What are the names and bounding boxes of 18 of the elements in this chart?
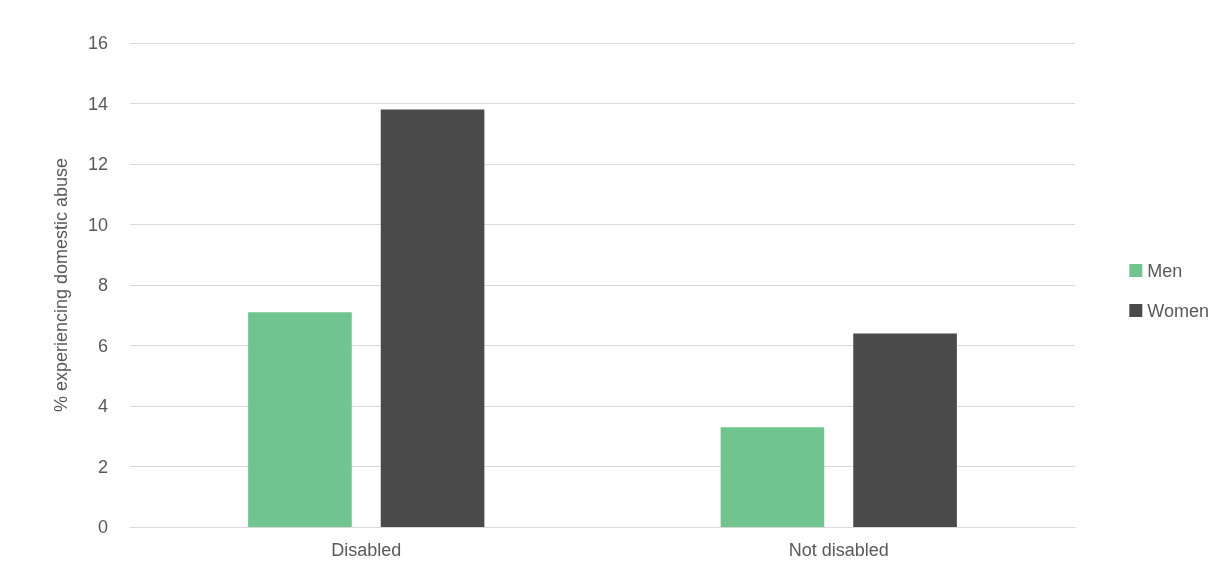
y-tick-label: 10 xyxy=(87,214,108,235)
y-tick-label: 8 xyxy=(97,275,108,295)
bar xyxy=(853,333,957,527)
y-tick-label: 0 xyxy=(97,517,108,537)
y-tick-label: 6 xyxy=(97,335,108,356)
y-tick-label: 16 xyxy=(87,33,108,53)
bar xyxy=(380,109,485,527)
legend-label: Men xyxy=(1147,260,1183,281)
x-tick-label: Disabled xyxy=(331,540,402,560)
y-tick-label: 2 xyxy=(97,456,108,477)
y-axis-title: % experiencing domestic abuse xyxy=(51,157,71,413)
y-tick-label: 12 xyxy=(87,154,108,174)
y-tick-label: 4 xyxy=(97,396,108,416)
y-tick-label: 14 xyxy=(87,93,108,114)
bar xyxy=(720,427,825,527)
legend-label: Women xyxy=(1147,300,1210,321)
bar xyxy=(248,312,352,527)
x-tick-label: Not disabled xyxy=(788,540,889,560)
